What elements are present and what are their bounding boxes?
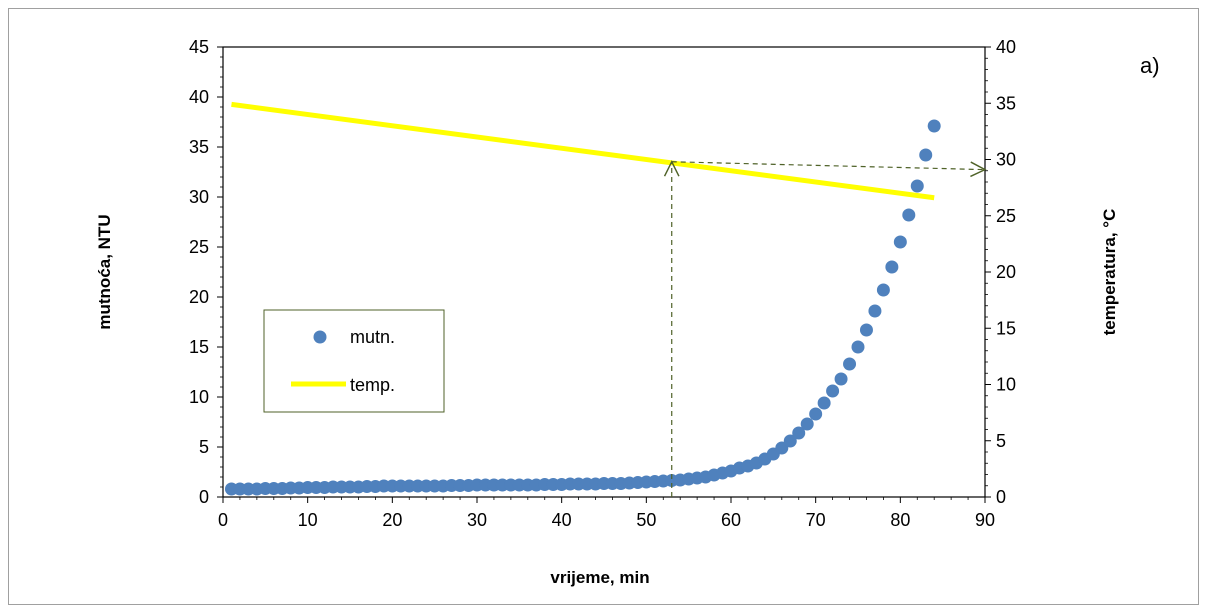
x-tick-label: 30 — [467, 510, 487, 530]
mutn-point — [893, 235, 907, 249]
mutn-point — [885, 260, 899, 274]
y2-tick-label: 20 — [996, 262, 1016, 282]
y-tick-label: 20 — [189, 287, 209, 307]
mutn-point — [902, 208, 916, 222]
y-tick-label: 25 — [189, 237, 209, 257]
y2-tick-label: 10 — [996, 375, 1016, 395]
horizontal-arrow — [671, 161, 987, 178]
panel-label: a) — [1140, 53, 1160, 78]
legend-label-temp: temp. — [350, 375, 395, 395]
mutn-point — [834, 372, 848, 386]
mutn-point — [868, 304, 882, 318]
legend: mutn. temp. — [263, 309, 445, 413]
legend-marker-mutn — [313, 330, 327, 344]
legend-label-mutn: mutn. — [350, 327, 395, 347]
y2-axis-title: temperatura, °C — [1100, 209, 1119, 336]
y2-tick-label: 15 — [996, 318, 1016, 338]
x-tick-label: 60 — [721, 510, 741, 530]
y-tick-label: 5 — [199, 437, 209, 457]
y-tick-label: 0 — [199, 487, 209, 507]
y-tick-label: 35 — [189, 137, 209, 157]
x-axis-title: vrijeme, min — [550, 568, 649, 587]
x-tick-label: 0 — [218, 510, 228, 530]
x-tick-label: 50 — [636, 510, 656, 530]
y2-tick-label: 25 — [996, 206, 1016, 226]
mutn-point — [817, 396, 831, 410]
mutn-point — [876, 283, 890, 297]
mutn-point — [859, 323, 873, 337]
x-tick-label: 90 — [975, 510, 995, 530]
plot-layer: 0 10 20 30 40 50 60 70 80 90051015202530354045051… — [189, 37, 1016, 530]
x-tick-label: 70 — [806, 510, 826, 530]
mutn-point — [792, 426, 806, 440]
temp-series-line — [231, 101, 935, 201]
legend-box — [263, 309, 445, 413]
x-tick-label: 40 — [552, 510, 572, 530]
y2-tick-label: 35 — [996, 93, 1016, 113]
y-tick-label: 45 — [189, 37, 209, 57]
y-tick-label: 10 — [189, 387, 209, 407]
y-tick-label: 15 — [189, 337, 209, 357]
y2-tick-label: 30 — [996, 150, 1016, 170]
mutn-point — [800, 417, 814, 431]
y-tick-label: 40 — [189, 87, 209, 107]
y2-tick-label: 40 — [996, 37, 1016, 57]
mutn-point — [809, 407, 823, 421]
mutn-point — [910, 179, 924, 193]
mutn-point — [826, 384, 840, 398]
mutn-point — [851, 340, 865, 354]
mutn-point — [783, 434, 797, 448]
y-axis-title: mutnoća, NTU — [95, 214, 114, 329]
x-tick-label: 80 — [890, 510, 910, 530]
x-tick-label: 10 — [298, 510, 318, 530]
mutn-point — [927, 119, 941, 133]
mutn-point — [919, 148, 933, 162]
mutn-point — [843, 357, 857, 371]
y2-tick-label: 5 — [996, 431, 1006, 451]
x-tick-label: 20 — [382, 510, 402, 530]
chart-area-border — [8, 8, 1199, 605]
y2-tick-label: 0 — [996, 487, 1006, 507]
y-tick-label: 30 — [189, 187, 209, 207]
